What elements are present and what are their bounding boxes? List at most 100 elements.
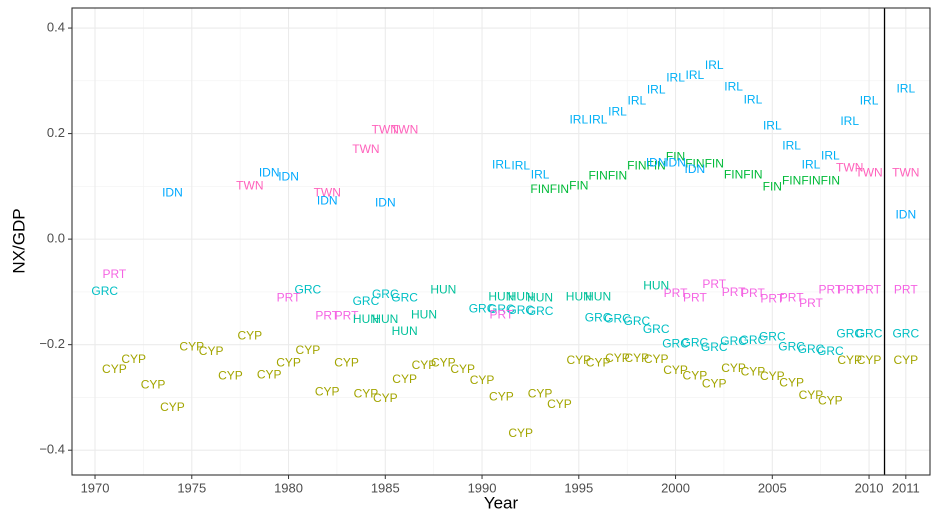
point-label: TWN [892,165,919,179]
point-label: CYP [721,361,746,375]
point-label: HUN [527,290,553,304]
point-label: PRT [102,267,126,281]
point-label: GRC [91,284,118,298]
point-label: IRL [802,157,821,171]
point-label: PRT [315,308,339,322]
point-label: CYP [392,372,417,386]
point-label: IDN [317,193,338,207]
point-label: CYP [179,339,204,353]
point-label: IRL [821,148,840,162]
point-label: CYP [586,355,611,369]
point-label: GRC [353,294,380,308]
point-label: PRT [780,290,804,304]
point-label: GRC [740,333,767,347]
point-label: HUN [643,278,669,292]
y-tick-label: −0.2 [39,336,65,351]
point-label: GRC [488,302,515,316]
point-label: CYP [315,384,340,398]
point-label: PRT [818,282,842,296]
point-label: CYP [296,343,321,357]
point-label: IRL [608,105,627,119]
point-label: IRL [511,158,530,172]
point-label: PRT [760,291,784,305]
x-axis-title: Year [484,493,519,512]
point-label: IRL [666,70,685,84]
point-label: CYP [470,373,495,387]
point-label: GRC [836,326,863,340]
x-tick-label: 2005 [758,480,787,495]
x-tick-label: 2011 [892,480,920,495]
point-label: PRT [702,277,726,291]
x-tick-label: 1995 [564,480,593,495]
point-label: IRL [686,68,705,82]
point-label: CYP [489,390,514,404]
point-label: CYP [837,353,862,367]
point-label: PRT [857,282,881,296]
point-label: TWN [372,123,399,137]
point-label: GRC [778,339,805,353]
point-label: FIN [666,150,685,164]
point-label: CYP [799,388,824,402]
point-label: PRT [741,286,765,300]
point-label: HUN [585,289,611,303]
point-label: PRT [664,286,688,300]
point-label: CYP [566,353,591,367]
point-label: CYP [199,344,224,358]
point-label: HUN [566,289,592,303]
point-label: GRC [759,329,786,343]
point-label: IRL [840,114,859,128]
point-label: HUN [411,307,437,321]
point-label: IRL [724,79,743,93]
point-label: PRT [683,290,707,304]
point-label: TWN [314,185,341,199]
point-label: CYP [141,377,166,391]
point-label: IRL [647,82,666,96]
point-label: IRL [860,94,879,108]
point-label: FIN [647,158,666,172]
point-label: FIN [724,167,743,181]
point-label: FIN [608,169,627,183]
point-label: TWN [352,142,379,156]
point-label: TWN [855,165,882,179]
point-label: PRT [799,296,823,310]
point-label: TWN [391,123,418,137]
point-label: IRL [744,93,763,107]
y-tick-label: 0.4 [47,19,65,34]
plot-border [71,7,931,476]
point-label: GRC [662,336,689,350]
x-tick-label: 1970 [81,480,110,495]
point-label: GRC [585,310,612,324]
point-label: IRL [492,157,511,171]
point-label: GRC [469,301,496,315]
point-label: PRT [335,308,359,322]
point-label: FIN [627,158,646,172]
point-label: CYP [624,351,649,365]
point-label: TWN [836,161,863,175]
point-label: IRL [569,113,588,127]
point-label: FIN [685,156,704,170]
point-label: CYP [276,355,301,369]
x-tick-label: 1980 [274,480,303,495]
point-label: GRC [682,335,709,349]
point-label: IRL [705,58,724,72]
point-label: GRC [701,340,728,354]
point-label: CYP [818,393,843,407]
point-label: IDN [895,208,916,222]
point-label: CYP [528,386,553,400]
point-label: CYP [547,397,572,411]
y-tick-label: 0.0 [47,231,65,246]
point-label: HUN [508,289,534,303]
point-label: IRL [782,138,801,152]
point-label: CYP [373,391,398,405]
point-label: GRC [604,312,631,326]
point-label: GRC [372,287,399,301]
point-label: IRL [763,118,782,132]
point-label: CYP [702,376,727,390]
point-label: CYP [857,353,882,367]
point-label: IDN [646,155,667,169]
point-label: CYP [218,368,243,382]
point-label: CYP [508,426,533,440]
point-label: PRT [489,307,513,321]
point-label: IDN [375,195,396,209]
